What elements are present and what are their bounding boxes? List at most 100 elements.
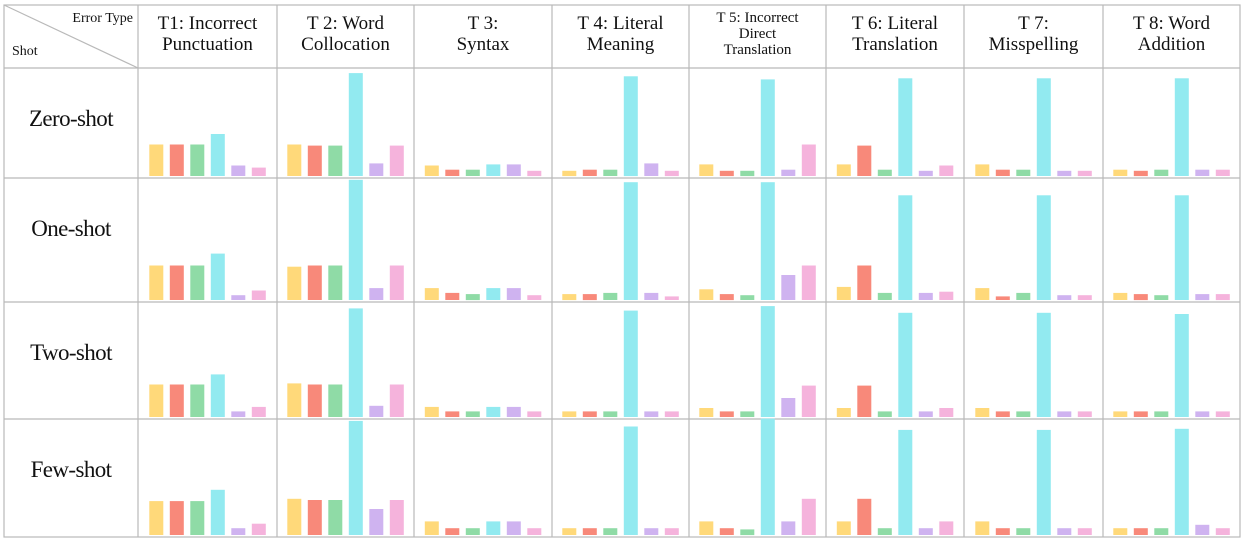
column-header-line: T 6: Literal xyxy=(852,13,938,34)
bar xyxy=(369,509,384,535)
bar xyxy=(918,528,933,535)
bar xyxy=(486,521,501,535)
bar xyxy=(1174,195,1189,300)
bar xyxy=(603,528,618,535)
bar xyxy=(918,411,933,417)
bar xyxy=(486,406,501,417)
bar xyxy=(424,521,439,535)
bar xyxy=(995,411,1010,417)
bar xyxy=(740,295,755,300)
bar xyxy=(251,290,266,300)
bar xyxy=(527,170,542,177)
bar xyxy=(582,169,597,176)
bar xyxy=(857,145,872,176)
bar xyxy=(1133,411,1148,417)
bar xyxy=(307,145,322,176)
column-axis-label: Error Type xyxy=(72,11,133,26)
panel-two-shot-t3 xyxy=(424,406,542,417)
bar xyxy=(1154,295,1169,300)
panel-few-shot-t1 xyxy=(149,489,266,535)
bar xyxy=(328,500,343,535)
bar xyxy=(348,420,363,535)
panel-two-shot-t4 xyxy=(562,310,679,417)
bar xyxy=(877,292,892,300)
bar xyxy=(1215,169,1230,176)
bar xyxy=(664,170,679,177)
row-label: Few-shot xyxy=(31,457,113,482)
bar xyxy=(190,501,205,535)
panel-two-shot-t6 xyxy=(836,312,954,417)
bar xyxy=(857,265,872,300)
bar xyxy=(506,288,521,300)
panel-one-shot-t2 xyxy=(287,179,404,300)
panel-two-shot-t5 xyxy=(699,306,816,417)
bar xyxy=(445,169,460,176)
bar xyxy=(719,411,734,417)
bar xyxy=(486,288,501,300)
bar xyxy=(424,165,439,176)
bar xyxy=(190,384,205,417)
bar xyxy=(801,265,816,300)
bar xyxy=(719,294,734,301)
bar xyxy=(231,411,246,417)
bar xyxy=(369,288,384,300)
bar xyxy=(149,384,164,417)
panel-two-shot-t7 xyxy=(975,312,1092,417)
bar xyxy=(1016,411,1031,417)
panel-zero-shot-t1 xyxy=(149,134,266,176)
bar xyxy=(190,144,205,176)
column-header: T 7:Misspelling xyxy=(989,13,1079,55)
bar xyxy=(527,295,542,300)
bar xyxy=(699,408,714,417)
bar xyxy=(307,384,322,417)
panel-one-shot-t7 xyxy=(975,195,1092,300)
panel-few-shot-t4 xyxy=(562,426,679,535)
panel-few-shot-t8 xyxy=(1113,428,1230,535)
panel-zero-shot-t4 xyxy=(562,76,679,177)
panel-few-shot-t7 xyxy=(975,429,1092,535)
bar xyxy=(975,288,990,300)
bar xyxy=(287,498,302,535)
bar xyxy=(465,528,480,535)
bar xyxy=(582,294,597,301)
bar xyxy=(231,295,246,300)
bar xyxy=(389,145,404,176)
bar xyxy=(623,182,638,300)
bar xyxy=(1077,411,1092,417)
bar xyxy=(424,288,439,300)
bar xyxy=(369,163,384,176)
bar xyxy=(781,275,796,300)
bar xyxy=(1016,169,1031,176)
panel-zero-shot-t6 xyxy=(836,78,954,177)
bar xyxy=(562,170,577,177)
bar xyxy=(898,78,913,176)
bar xyxy=(1077,528,1092,535)
bar xyxy=(836,521,851,535)
bar xyxy=(740,529,755,536)
bar xyxy=(623,426,638,535)
bar xyxy=(801,385,816,417)
table-border xyxy=(3,4,1241,538)
bar xyxy=(995,169,1010,176)
column-header-line: Misspelling xyxy=(989,34,1079,55)
bar xyxy=(1195,411,1210,417)
bar xyxy=(740,170,755,177)
bar xyxy=(1195,524,1210,535)
bar xyxy=(1174,428,1189,535)
bar xyxy=(740,411,755,417)
bar xyxy=(424,406,439,417)
bar xyxy=(760,79,775,176)
column-header-line: T 3: xyxy=(468,13,499,34)
bar xyxy=(836,164,851,176)
bar xyxy=(939,521,954,535)
bar xyxy=(348,73,363,176)
column-header-line: Meaning xyxy=(587,34,655,55)
row-axis-label: Shot xyxy=(12,44,38,59)
panel-few-shot-t6 xyxy=(836,429,954,535)
bar xyxy=(1133,528,1148,535)
